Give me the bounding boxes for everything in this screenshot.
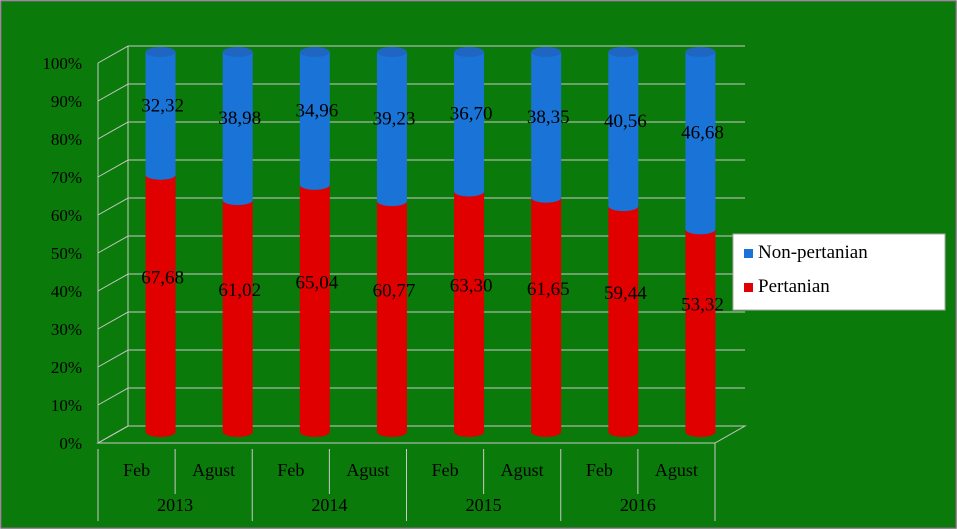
data-label-pertanian: 53,32 [681,295,724,316]
y-tick-label: 10% [51,396,82,415]
x-tick-label: Agust [655,460,698,480]
legend-label: Non-pertanian [758,242,868,263]
x-group-label: 2016 [620,495,656,515]
bar-pertanian [145,174,176,438]
y-tick-label: 20% [51,358,82,377]
data-label-non-pertanian: 34,96 [295,100,338,121]
data-label-pertanian: 67,68 [141,267,184,288]
x-tick-label: Agust [346,460,389,480]
bar-pertanian [222,200,253,437]
x-group-label: 2013 [157,495,193,515]
bar-non-pertanian-top [145,47,176,57]
bar-non-pertanian-top [454,47,485,57]
bar-non-pertanian [531,52,562,203]
y-tick-label: 80% [51,130,82,149]
data-label-non-pertanian: 32,32 [141,95,184,116]
x-group-label: 2014 [311,495,347,515]
y-tick-label: 0% [59,434,82,453]
data-label-pertanian: 63,30 [450,276,493,297]
gridline-side [97,273,129,292]
y-tick-label: 50% [51,244,82,263]
data-label-non-pertanian: 46,68 [681,123,724,144]
bar-non-pertanian-top [376,47,407,57]
bar-non-pertanian [685,52,716,235]
data-label-non-pertanian: 36,70 [450,104,493,125]
bar-non-pertanian-top [531,47,562,57]
data-label-pertanian: 60,77 [373,281,416,302]
y-tick-label: 90% [51,92,82,111]
data-label-pertanian: 59,44 [604,283,647,304]
y-tick-label: 60% [51,206,82,225]
bar-non-pertanian-top [299,47,330,57]
y-tick-label: 30% [51,320,82,339]
x-tick-label: Feb [432,460,459,480]
bar-pertanian [608,206,639,437]
bar-non-pertanian-top [685,47,716,57]
gridline-side [97,235,129,254]
x-tick-label: Feb [123,460,150,480]
bar-non-pertanian [299,52,330,190]
x-group-label: 2015 [466,495,502,515]
data-label-non-pertanian: 38,98 [218,108,261,129]
gridline-side [97,311,129,330]
bar-non-pertanian [608,52,639,212]
bar-non-pertanian [145,52,176,180]
x-tick-label: Feb [277,460,304,480]
legend: Non-pertanian Pertanian [732,233,946,311]
floor [96,425,747,444]
bar-pertanian [299,184,330,437]
gridline-side [97,83,129,102]
bar-pertanian [454,191,485,437]
bar-non-pertanian [454,52,485,197]
bar-non-pertanian-top [608,47,639,57]
bar-non-pertanian-top [222,47,253,57]
data-label-non-pertanian: 40,56 [604,111,647,132]
gridline-side [97,121,129,140]
bar-pertanian [531,197,562,437]
x-tick-label: Agust [501,460,544,480]
y-tick-label: 70% [51,168,82,187]
bar-non-pertanian [376,52,407,207]
gridline-side [97,349,129,368]
y-tick-label: 100% [42,54,82,73]
x-tick-label: Agust [192,460,235,480]
y-tick-label: 40% [51,282,82,301]
x-tick-label: Feb [586,460,613,480]
x-axis: Feb Agust Feb Agust Feb Agust Feb Agust 2013 2014… [97,443,716,521]
data-label-non-pertanian: 38,35 [527,107,570,128]
legend-swatch [744,283,753,292]
data-label-non-pertanian: 39,23 [373,109,416,130]
gridline-side [97,197,129,216]
data-labels: 67,68 32,32 61,02 38,98 65,04 34,96 60,77 39,23… [141,95,724,315]
bar-pertanian [376,201,407,437]
bar-non-pertanian [222,52,253,206]
legend-label: Pertanian [758,276,830,297]
gridline-side [97,387,129,406]
data-label-pertanian: 61,02 [218,280,261,301]
bar-pertanian [685,229,716,437]
gridline-side [97,45,129,64]
bars [145,47,716,438]
legend-box [732,233,946,311]
legend-swatch [744,249,753,258]
data-label-pertanian: 61,65 [527,279,570,300]
data-label-pertanian: 65,04 [295,272,338,293]
gridline-side [97,159,129,178]
y-axis-ticks: 0% 10% 20% 30% 40% 50% 60% 70% 80% 90% 100% [42,54,82,453]
